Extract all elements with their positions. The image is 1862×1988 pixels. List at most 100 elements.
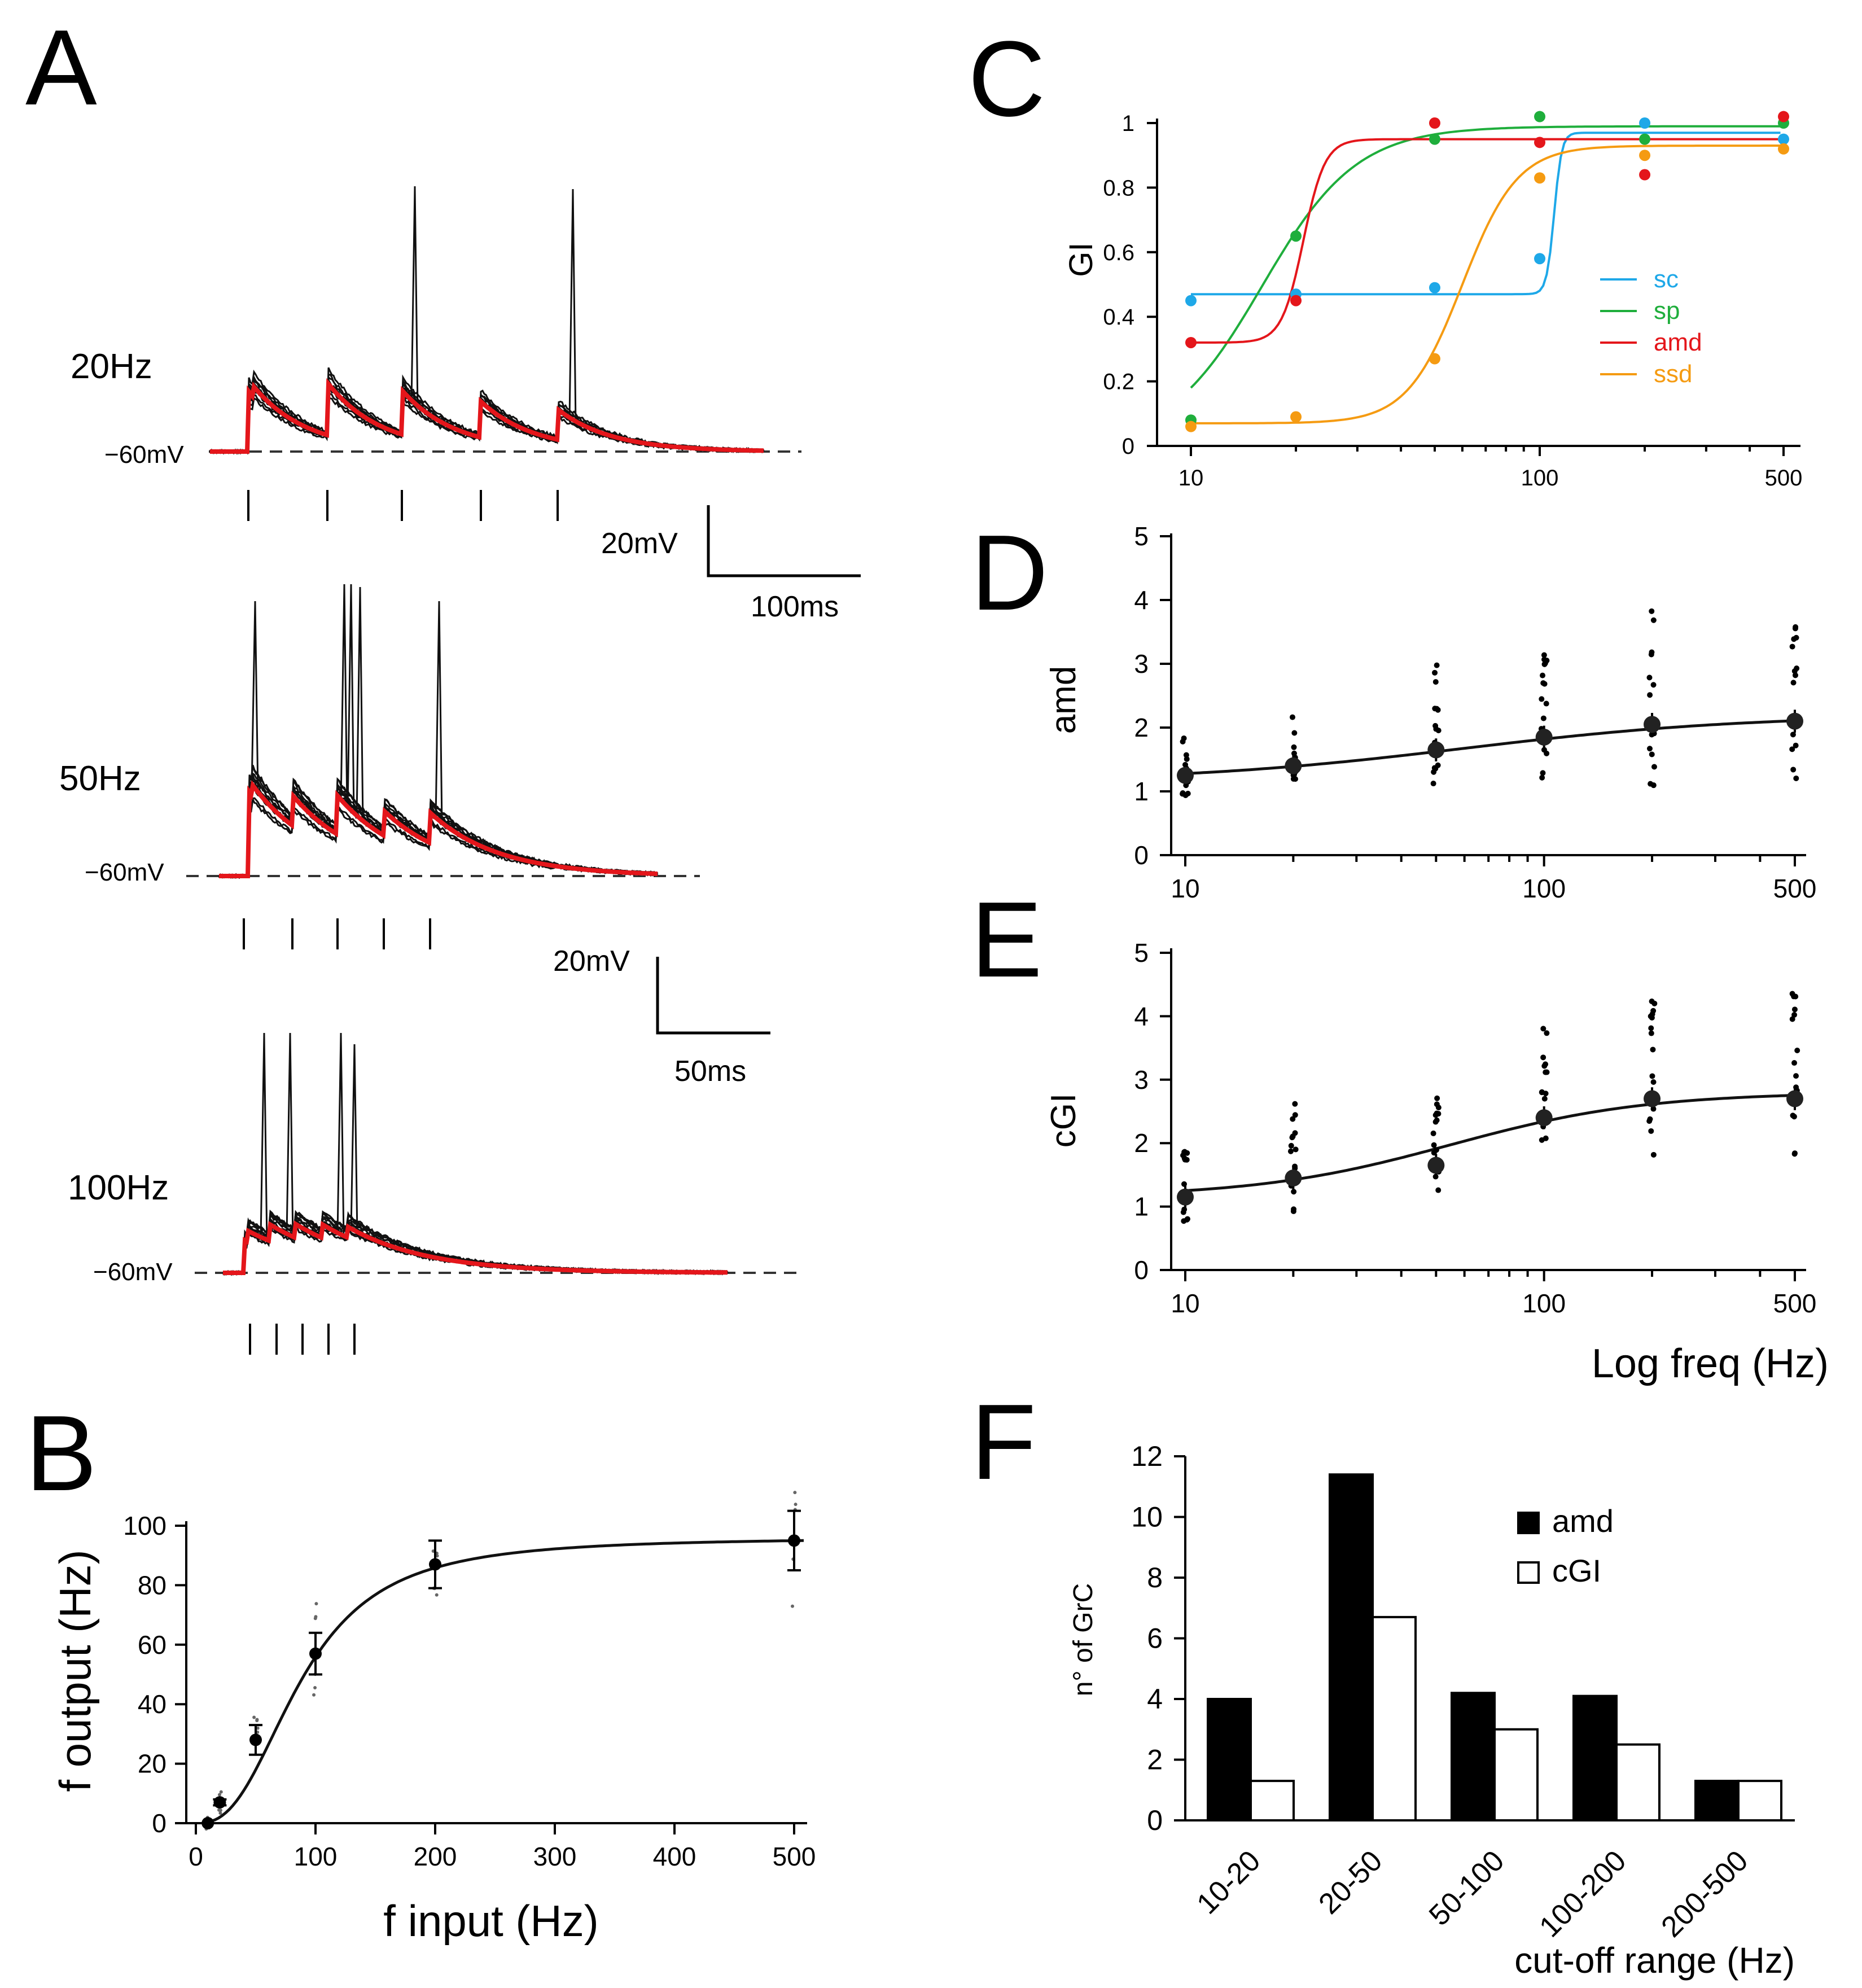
b-raw-point xyxy=(793,1491,797,1495)
b-raw-point xyxy=(218,1809,222,1812)
spike xyxy=(336,1032,348,1240)
raw-point xyxy=(1432,722,1439,729)
raw-point xyxy=(1791,1060,1798,1066)
raw-point xyxy=(1290,1116,1296,1122)
b-raw-point xyxy=(435,1554,439,1558)
mean-point xyxy=(1535,728,1553,746)
raw-point xyxy=(1430,1130,1436,1136)
c-ticks: 0 0.2 0.4 0.6 0.8 1 10 100 500 xyxy=(1103,111,1802,491)
x-tick-label: 500 xyxy=(1773,874,1817,903)
raw-point xyxy=(1540,1026,1546,1032)
f-bar-amd xyxy=(1207,1698,1252,1821)
b-raw-point xyxy=(794,1503,798,1507)
traces-50hz xyxy=(218,584,659,879)
spike xyxy=(356,586,367,824)
f-x-tick-label: 20-50 xyxy=(1312,1844,1388,1920)
raw-point xyxy=(1435,728,1442,734)
scale-bar-20hz xyxy=(707,505,861,577)
raw-point xyxy=(1540,770,1546,776)
c-y-label: GI xyxy=(1063,242,1099,277)
d-data-points xyxy=(1177,608,1803,799)
raw-point xyxy=(1431,1142,1437,1148)
raw-point xyxy=(1649,649,1655,655)
b-ticks: 0 20 40 60 80 100 0 100 200 300 400 500 xyxy=(123,1511,816,1871)
d-fit-curve xyxy=(1185,719,1792,775)
c-legend-label-sc: sc xyxy=(1654,265,1679,293)
raw-point xyxy=(1544,1069,1550,1075)
y-tick-label: 0 xyxy=(1134,840,1149,870)
c-y-tick-label: 0.6 xyxy=(1103,240,1134,265)
e-data-points xyxy=(1177,991,1803,1224)
raw-point xyxy=(1292,1130,1298,1136)
raw-point xyxy=(1650,682,1657,688)
c-y-tick-label: 0.4 xyxy=(1103,305,1134,330)
raw-point xyxy=(1288,1142,1294,1149)
panel-letter-b: B xyxy=(25,1394,97,1513)
raw-point xyxy=(1791,636,1797,642)
mean-point xyxy=(1177,767,1194,784)
f-legend-label-cGI: cGI xyxy=(1552,1553,1601,1588)
raw-point xyxy=(1435,1105,1442,1111)
f-y-tick-label: 4 xyxy=(1147,1683,1163,1715)
raw-point xyxy=(1435,1187,1442,1193)
vm-label-100hz: −60mV xyxy=(93,1258,173,1286)
b-raw-point xyxy=(256,1726,260,1730)
f-y-tick-label: 10 xyxy=(1131,1501,1163,1533)
raw-point xyxy=(1647,692,1653,698)
spike xyxy=(251,601,262,793)
c-point-ssd xyxy=(1778,143,1789,155)
c-point-sp xyxy=(1290,230,1302,242)
raw-point xyxy=(1182,1157,1188,1163)
x-tick-label: 10 xyxy=(1171,1289,1199,1318)
b-x-tick-label: 100 xyxy=(294,1842,338,1871)
raw-point xyxy=(1789,746,1795,752)
scale-v-50hz: 20mV xyxy=(553,945,630,978)
scale-t-50hz: 50ms xyxy=(674,1055,746,1088)
raw-point xyxy=(1793,775,1799,781)
raw-point xyxy=(1434,1117,1440,1123)
c-point-amd xyxy=(1639,169,1651,181)
f-legend-swatch-cGI xyxy=(1517,1561,1540,1584)
panel-b-chart: 0 20 40 60 80 100 0 100 200 300 400 500 f input (Hz… xyxy=(50,1491,816,1946)
row-label-100hz: 100Hz xyxy=(68,1168,169,1207)
e-ticks: 0 1 2 3 4 5 10 100 500 xyxy=(1134,938,1816,1318)
f-bar-cGI xyxy=(1737,1780,1782,1821)
raw-point xyxy=(1650,1079,1657,1085)
raw-point xyxy=(1791,1011,1798,1018)
f-legend: amd cGI xyxy=(1517,1503,1614,1588)
raw-point xyxy=(1181,1149,1188,1155)
raw-point xyxy=(1292,1112,1298,1118)
b-raw-point xyxy=(252,1715,256,1719)
b-y-tick-label: 100 xyxy=(123,1511,167,1540)
y-tick-label: 4 xyxy=(1134,1001,1149,1031)
f-y-tick-label: 0 xyxy=(1147,1805,1163,1836)
spike xyxy=(347,584,358,815)
f-x-tick-label: 100-200 xyxy=(1534,1844,1633,1943)
raw-point xyxy=(1289,1135,1295,1141)
raw-point xyxy=(1434,706,1440,712)
f-bar-cGI xyxy=(1250,1780,1295,1821)
raw-point xyxy=(1649,1073,1655,1079)
y-tick-label: 5 xyxy=(1134,938,1149,967)
panel-e-chart: 0 1 2 3 4 5 10 100 500 cGI Log freq (Hz) xyxy=(1044,938,1829,1386)
b-mean-point xyxy=(201,1817,214,1829)
panel-a-traces: 20Hz −60mV 20mV 100ms 50Hz −60mV 20mV 50… xyxy=(59,186,861,1355)
y-tick-label: 2 xyxy=(1134,713,1149,742)
raw-point xyxy=(1543,1091,1549,1097)
y-tick-label: 3 xyxy=(1134,1065,1149,1094)
b-y-tick-label: 0 xyxy=(152,1809,167,1838)
mean-point xyxy=(1177,1188,1194,1206)
c-point-ssd xyxy=(1429,353,1440,365)
raw-point xyxy=(1432,679,1439,685)
x-tick-label: 10 xyxy=(1171,874,1199,903)
f-bars xyxy=(1207,1473,1782,1821)
row-label-20hz: 20Hz xyxy=(71,347,152,386)
raw-trace xyxy=(222,1225,728,1275)
raw-point xyxy=(1540,715,1546,721)
raw-point xyxy=(1648,1030,1654,1036)
x-tick-label: 100 xyxy=(1522,1289,1566,1318)
f-y-label: n° of GrC xyxy=(1068,1583,1098,1697)
raw-point xyxy=(1793,1073,1799,1079)
